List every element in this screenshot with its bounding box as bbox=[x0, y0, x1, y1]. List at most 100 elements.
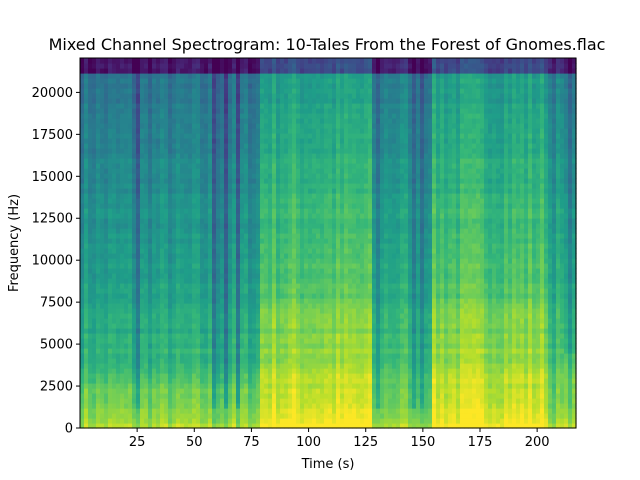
spectrogram-cell bbox=[128, 288, 133, 294]
spectrogram-cell bbox=[176, 308, 181, 314]
spectrogram-cell bbox=[224, 148, 229, 154]
spectrogram-cell bbox=[280, 173, 285, 179]
spectrogram-cell bbox=[152, 358, 157, 364]
spectrogram-cell bbox=[320, 228, 325, 234]
spectrogram-cell bbox=[128, 63, 133, 69]
spectrogram-cell bbox=[284, 123, 289, 129]
spectrogram-cell bbox=[152, 143, 157, 149]
spectrogram-cell bbox=[120, 383, 125, 389]
spectrogram-cell bbox=[328, 148, 333, 154]
spectrogram-cell bbox=[140, 233, 145, 239]
spectrogram-cell bbox=[240, 288, 245, 294]
spectrogram-cell bbox=[288, 423, 293, 429]
spectrogram-cell bbox=[168, 413, 173, 419]
spectrogram-cell bbox=[104, 228, 109, 234]
spectrogram-cell bbox=[104, 353, 109, 359]
spectrogram-cell bbox=[276, 63, 281, 69]
spectrogram-cell bbox=[264, 108, 269, 114]
spectrogram-cell bbox=[196, 98, 201, 104]
spectrogram-cell bbox=[244, 288, 249, 294]
spectrogram-cell bbox=[92, 178, 97, 184]
spectrogram-cell bbox=[164, 83, 169, 89]
spectrogram-cell bbox=[176, 83, 181, 89]
spectrogram-cell bbox=[316, 178, 321, 184]
spectrogram-cell bbox=[120, 398, 125, 404]
spectrogram-cell bbox=[88, 193, 93, 199]
spectrogram-cell bbox=[124, 118, 129, 124]
spectrogram-cell bbox=[320, 178, 325, 184]
spectrogram-cell bbox=[244, 238, 249, 244]
spectrogram-cell bbox=[300, 293, 305, 299]
spectrogram-cell bbox=[124, 143, 129, 149]
spectrogram-cell bbox=[100, 148, 105, 154]
spectrogram-cell bbox=[344, 273, 349, 279]
spectrogram-cell bbox=[268, 228, 273, 234]
spectrogram-cell bbox=[344, 73, 349, 79]
spectrogram-cell bbox=[320, 263, 325, 269]
spectrogram-cell bbox=[240, 368, 245, 374]
spectrogram-cell bbox=[296, 328, 301, 334]
spectrogram-cell bbox=[212, 368, 217, 374]
spectrogram-cell bbox=[80, 293, 85, 299]
spectrogram-cell bbox=[100, 73, 105, 79]
spectrogram-cell bbox=[108, 353, 113, 359]
spectrogram-cell bbox=[152, 188, 157, 194]
spectrogram-cell bbox=[140, 338, 145, 344]
spectrogram-cell bbox=[232, 223, 237, 229]
spectrogram-cell bbox=[120, 158, 125, 164]
spectrogram-cell bbox=[216, 403, 221, 409]
spectrogram-cell bbox=[144, 248, 149, 254]
spectrogram-cell bbox=[328, 278, 333, 284]
spectrogram-cell bbox=[296, 273, 301, 279]
spectrogram-cell bbox=[228, 358, 233, 364]
spectrogram-cell bbox=[292, 78, 297, 84]
spectrogram-cell bbox=[160, 183, 165, 189]
spectrogram-cell bbox=[260, 238, 265, 244]
spectrogram-cell bbox=[272, 148, 277, 154]
spectrogram-cell bbox=[188, 63, 193, 69]
spectrogram-cell bbox=[168, 193, 173, 199]
spectrogram-cell bbox=[112, 273, 117, 279]
spectrogram-cell bbox=[148, 158, 153, 164]
spectrogram-cell bbox=[156, 333, 161, 339]
spectrogram-cell bbox=[148, 218, 153, 224]
spectrogram-cell bbox=[208, 243, 213, 249]
spectrogram-cell bbox=[116, 88, 121, 94]
spectrogram-cell bbox=[88, 163, 93, 169]
spectrogram-cell bbox=[248, 373, 253, 379]
spectrogram-cell bbox=[236, 308, 241, 314]
spectrogram-cell bbox=[132, 283, 137, 289]
spectrogram-cell bbox=[88, 358, 93, 364]
spectrogram-cell bbox=[340, 218, 345, 224]
spectrogram-cell bbox=[180, 73, 185, 79]
spectrogram-cell bbox=[204, 338, 209, 344]
spectrogram-cell bbox=[204, 423, 209, 429]
spectrogram-cell bbox=[88, 208, 93, 214]
spectrogram-cell bbox=[324, 233, 329, 239]
spectrogram-cell bbox=[168, 368, 173, 374]
spectrogram-cell bbox=[308, 78, 313, 84]
spectrogram-cell bbox=[196, 258, 201, 264]
spectrogram-cell bbox=[288, 118, 293, 124]
spectrogram-cell bbox=[280, 93, 285, 99]
spectrogram-cell bbox=[200, 193, 205, 199]
spectrogram-cell bbox=[280, 273, 285, 279]
spectrogram-cell bbox=[156, 98, 161, 104]
spectrogram-cell bbox=[324, 128, 329, 134]
spectrogram-cell bbox=[316, 123, 321, 129]
spectrogram-cell bbox=[196, 268, 201, 274]
spectrogram-cell bbox=[284, 168, 289, 174]
spectrogram-cell bbox=[156, 138, 161, 144]
spectrogram-cell bbox=[236, 348, 241, 354]
spectrogram-cell bbox=[328, 188, 333, 194]
spectrogram-cell bbox=[192, 68, 197, 74]
spectrogram-cell bbox=[112, 213, 117, 219]
spectrogram-cell bbox=[292, 88, 297, 94]
spectrogram-cell bbox=[144, 263, 149, 269]
spectrogram-cell bbox=[288, 103, 293, 109]
spectrogram-cell bbox=[172, 363, 177, 369]
spectrogram-cell bbox=[92, 83, 97, 89]
spectrogram-cell bbox=[280, 113, 285, 119]
spectrogram-cell bbox=[340, 403, 345, 409]
spectrogram-cell bbox=[220, 93, 225, 99]
